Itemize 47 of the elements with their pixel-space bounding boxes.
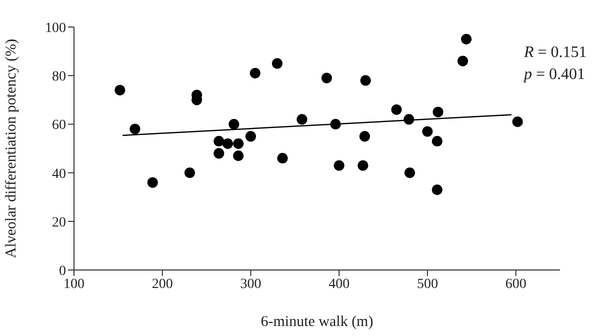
point (458, 56, 468, 66)
point (233, 138, 244, 149)
annotation: p = 0.401 (524, 65, 586, 85)
y-tick-label: 100 (45, 20, 66, 36)
point (432, 184, 442, 196)
point (391, 104, 402, 115)
point (461, 34, 472, 44)
point (432, 106, 444, 118)
x-tick-label: 400 (328, 276, 350, 292)
point (233, 150, 244, 162)
x-tick-label: 300 (240, 276, 262, 292)
point (432, 136, 442, 147)
y-axis-title: Alveolar differentiation potency (%) (3, 38, 20, 258)
y-tick-label: 60 (52, 118, 66, 134)
point (404, 168, 416, 178)
point (359, 131, 370, 142)
point (512, 116, 523, 128)
point (272, 58, 283, 69)
point (277, 152, 288, 164)
y-tick-label: 0 (59, 264, 66, 279)
y-tick-label: 80 (52, 70, 66, 85)
point (245, 131, 256, 142)
x-tick-label: 200 (152, 276, 173, 292)
x-tick-label: 600 (505, 276, 526, 292)
point (330, 118, 341, 130)
y-tick-label: 40 (52, 166, 66, 182)
x-axis-title: 6-minute walk (m) (260, 314, 374, 330)
point (222, 138, 234, 149)
point (250, 68, 260, 78)
point (114, 84, 126, 96)
point (334, 160, 344, 171)
point (147, 177, 158, 188)
point (214, 148, 224, 159)
point (321, 72, 332, 84)
point (130, 124, 140, 134)
point (228, 118, 240, 130)
point (360, 75, 371, 86)
x-tick-label: 100 (64, 276, 84, 292)
point (358, 160, 368, 171)
point (422, 126, 433, 137)
point (296, 114, 308, 125)
annotation: R = 0.151 (524, 43, 587, 63)
point (404, 114, 414, 125)
x-tick-label: 500 (416, 276, 438, 292)
point (184, 168, 196, 178)
point (214, 136, 224, 147)
y-tick-label: 20 (52, 215, 66, 230)
